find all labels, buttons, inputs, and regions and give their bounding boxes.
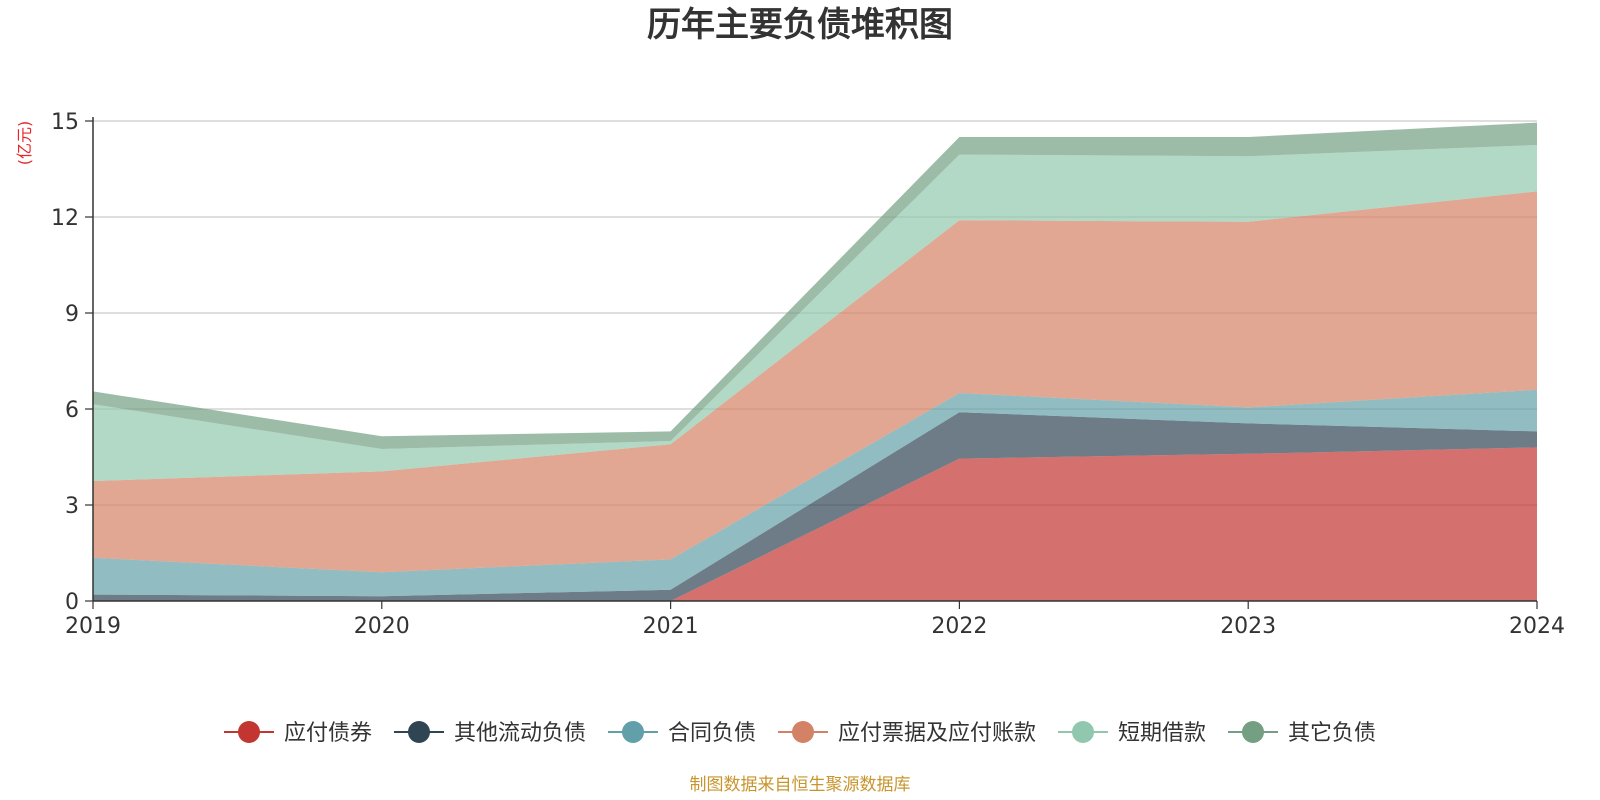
legend-item-1[interactable]: 应付债券	[224, 721, 372, 746]
y-axis-unit-label: (亿元)	[15, 121, 34, 166]
data-source-note: 制图数据来自恒生聚源数据库	[690, 775, 911, 795]
area-series-group	[93, 122, 1537, 601]
legend-label: 应付债券	[284, 721, 372, 746]
legend-item-5[interactable]: 短期借款	[1058, 721, 1206, 746]
legend-item-6[interactable]: 其它负债	[1228, 721, 1376, 746]
axes: 0 3 6 9 12 15 2019 2020 2021 2022 2023 2024	[51, 110, 1565, 639]
x-tick-label: 2022	[931, 614, 987, 639]
y-tick-label: 6	[65, 398, 79, 423]
legend-circle-marker	[1242, 721, 1264, 743]
legend-item-3[interactable]: 合同负债	[608, 721, 756, 746]
area-series-1[interactable]	[93, 447, 1537, 601]
legend[interactable]: 应付债券 其他流动负债 合同负债 应付票据及应付账款 短期借款 其它负债	[224, 721, 1376, 746]
legend-item-2[interactable]: 其他流动负债	[394, 721, 586, 746]
legend-label: 合同负债	[668, 721, 756, 746]
x-tick-label: 2020	[354, 614, 410, 639]
chart-title: 历年主要负债堆积图	[647, 5, 953, 45]
area-series-2[interactable]	[93, 412, 1537, 601]
legend-label: 其他流动负债	[454, 721, 586, 746]
x-tick-label: 2024	[1509, 614, 1565, 639]
y-tick-label: 12	[51, 206, 79, 231]
y-tick-label: 15	[51, 110, 79, 135]
area-series-3[interactable]	[93, 389, 1537, 597]
legend-circle-marker	[408, 721, 430, 743]
legend-label: 其它负债	[1288, 721, 1376, 746]
legend-label: 短期借款	[1118, 721, 1206, 746]
legend-circle-marker	[238, 721, 260, 743]
y-tick-label: 9	[65, 302, 79, 327]
area-series-4[interactable]	[93, 191, 1537, 573]
x-tick-label: 2023	[1220, 614, 1276, 639]
legend-circle-marker	[792, 721, 814, 743]
x-tick-label: 2019	[65, 614, 121, 639]
area-series-5[interactable]	[93, 145, 1537, 481]
legend-item-4[interactable]: 应付票据及应付账款	[778, 721, 1036, 746]
legend-circle-marker	[622, 721, 644, 743]
x-tick-label: 2021	[643, 614, 699, 639]
y-tick-label: 0	[65, 590, 79, 615]
area-series-6[interactable]	[93, 122, 1537, 449]
legend-circle-marker	[1072, 721, 1094, 743]
y-tick-label: 3	[65, 494, 79, 519]
legend-label: 应付票据及应付账款	[838, 721, 1036, 746]
